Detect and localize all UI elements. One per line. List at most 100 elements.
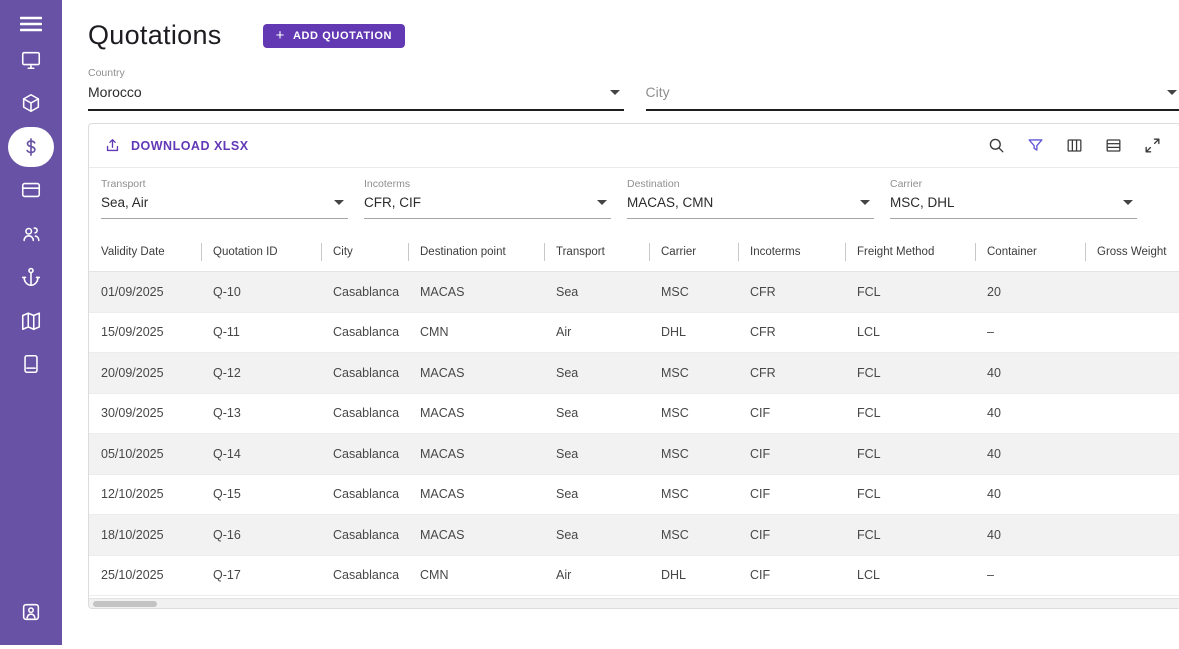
horizontal-scrollbar[interactable]: [89, 598, 1179, 608]
table-cell: MSC: [661, 406, 689, 421]
sidebar-item-dashboard[interactable]: [0, 38, 62, 82]
column-header-city[interactable]: City: [321, 232, 408, 271]
chevron-down-icon: [597, 200, 607, 205]
country-select[interactable]: Country Morocco: [88, 67, 624, 111]
table-cell: –: [987, 568, 994, 583]
fullscreen-button[interactable]: [1139, 133, 1165, 159]
fullscreen-icon: [1144, 138, 1160, 153]
density-icon: [1106, 139, 1120, 152]
table-cell: Q-10: [213, 284, 241, 299]
table-cell: CIF: [750, 568, 771, 583]
table-cell: Sea: [556, 446, 579, 461]
filter-label: Transport: [101, 178, 146, 190]
table-cell: 12/10/2025: [101, 487, 164, 502]
table-cell: MACAS: [420, 446, 465, 461]
filter-button[interactable]: [1022, 133, 1048, 159]
column-header-validity-date[interactable]: Validity Date: [101, 245, 165, 258]
table-row[interactable]: 18/10/2025 Q-16 Casablanca MACAS Sea MSC CIF FC…: [89, 515, 1179, 556]
add-quotation-button[interactable]: + ADD QUOTATION: [262, 23, 406, 48]
sidebar-item-payments[interactable]: [0, 169, 62, 213]
table-header-row: Validity Date Quotation ID City Destination…: [89, 232, 1179, 272]
scrollbar-thumb[interactable]: [93, 601, 157, 607]
table-cell: CIF: [750, 487, 771, 502]
table-cell: Q-15: [213, 487, 241, 502]
export-icon: [106, 139, 119, 152]
download-xlsx-label: DOWNLOAD XLSX: [131, 138, 249, 153]
column-header-freight-method[interactable]: Freight Method: [845, 232, 975, 271]
page-title: Quotations: [88, 20, 222, 50]
table-row[interactable]: 05/10/2025 Q-14 Casablanca MACAS Sea MSC CIF FC…: [89, 434, 1179, 475]
table-cell: Q-11: [213, 325, 240, 340]
main-content: Quotations + ADD QUOTATION Country Moroc…: [62, 0, 1179, 645]
column-header-incoterms[interactable]: Incoterms: [738, 232, 845, 271]
sidebar-item-map[interactable]: [0, 299, 62, 343]
table-cell: LCL: [857, 325, 880, 340]
table-cell: Casablanca: [333, 446, 400, 461]
package-icon: [22, 94, 40, 113]
table-cell: FCL: [857, 487, 881, 502]
table-cell: DHL: [661, 325, 687, 340]
table-cell: Q-16: [213, 527, 241, 542]
download-xlsx-button[interactable]: DOWNLOAD XLSX: [104, 137, 249, 154]
table-row[interactable]: 01/09/2025 Q-10 Casablanca MACAS Sea MSC CFR FC…: [89, 272, 1179, 313]
table-cell: MACAS: [420, 527, 465, 542]
table-cell: CIF: [750, 527, 771, 542]
density-button[interactable]: [1100, 133, 1126, 159]
table-cell: Air: [556, 568, 572, 583]
table-row[interactable]: 25/10/2025 Q-17 Casablanca CMN Air DHL CIF LCL –: [89, 556, 1179, 596]
table-cell: Sea: [556, 527, 579, 542]
credit-card-icon: [21, 183, 41, 198]
table-row[interactable]: 30/09/2025 Q-13 Casablanca MACAS Sea MSC CIF FC…: [89, 394, 1179, 434]
column-header-container[interactable]: Container: [975, 232, 1085, 271]
filter-select-incoterms[interactable]: Incoterms CFR, CIF: [364, 178, 611, 219]
table-row[interactable]: 20/09/2025 Q-12 Casablanca MACAS Sea MSC CFR FC…: [89, 353, 1179, 394]
chevron-down-icon: [609, 89, 620, 95]
filter-select-transport[interactable]: Transport Sea, Air: [101, 178, 348, 219]
chevron-down-icon: [334, 200, 344, 205]
add-quotation-label: ADD QUOTATION: [292, 29, 393, 42]
table-cell: CMN: [420, 568, 449, 583]
search-button[interactable]: [983, 133, 1009, 159]
column-header-carrier[interactable]: Carrier: [649, 232, 738, 271]
table-cell: FCL: [857, 446, 881, 461]
table-toolbar: DOWNLOAD XLSX: [89, 124, 1179, 168]
table-row[interactable]: 15/09/2025 Q-11 Casablanca CMN Air DHL CFR LCL –: [89, 313, 1179, 353]
table-cell: MACAS: [420, 284, 465, 299]
columns-button[interactable]: [1061, 133, 1087, 159]
plus-icon: +: [275, 27, 285, 44]
hamburger-icon: [20, 16, 42, 32]
table-cell: MSC: [661, 446, 689, 461]
table-cell: –: [987, 325, 994, 340]
table-cell: Sea: [556, 487, 579, 502]
column-header-destination-point[interactable]: Destination point: [408, 232, 544, 271]
table-cell: MSC: [661, 284, 689, 299]
sidebar-item-ports[interactable]: [0, 256, 62, 300]
filter-value: CFR, CIF: [364, 195, 421, 210]
filter-value: MACAS, CMN: [627, 195, 714, 210]
filter-value: MSC, DHL: [890, 195, 955, 210]
filter-select-carrier[interactable]: Carrier MSC, DHL: [890, 178, 1137, 219]
sidebar-item-customers[interactable]: [0, 212, 62, 256]
table-cell: CIF: [750, 446, 771, 461]
table-cell: 01/09/2025: [101, 284, 164, 299]
sidebar-item-docs[interactable]: [0, 343, 62, 387]
table-cell: Sea: [556, 406, 579, 421]
column-header-quotation-id[interactable]: Quotation ID: [201, 232, 321, 271]
table-row[interactable]: 12/10/2025 Q-15 Casablanca MACAS Sea MSC CIF FC…: [89, 475, 1179, 515]
sidebar-item-packages[interactable]: [0, 82, 62, 126]
sidebar-item-quotations-active[interactable]: [0, 125, 62, 169]
filter-label: Incoterms: [364, 178, 411, 190]
table-cell: Sea: [556, 365, 579, 380]
city-select[interactable]: City: [645, 67, 1179, 111]
column-header-gross-weight[interactable]: Gross Weight: [1085, 232, 1179, 271]
table-cell: MACAS: [420, 487, 465, 502]
column-header-transport[interactable]: Transport: [544, 232, 649, 271]
table-cell: 40: [987, 446, 1001, 461]
table-cell: 18/10/2025: [101, 527, 164, 542]
table-cell: Sea: [556, 284, 579, 299]
table-cell: CFR: [750, 325, 776, 340]
filter-select-destination[interactable]: Destination MACAS, CMN: [627, 178, 874, 219]
hamburger-menu-button[interactable]: [0, 10, 62, 38]
table-cell: 40: [987, 365, 1001, 380]
sidebar-item-account[interactable]: [0, 590, 62, 633]
